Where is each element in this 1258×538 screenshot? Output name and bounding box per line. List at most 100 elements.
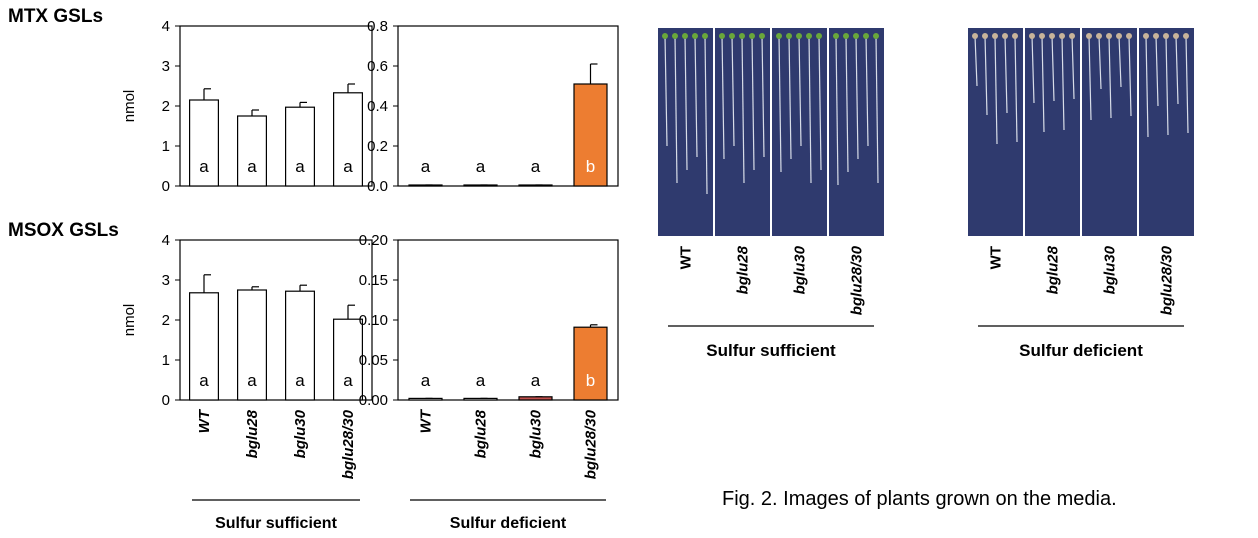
root [1165,35,1169,136]
seedling [1096,33,1102,39]
seedling [729,33,735,39]
significance-letter: a [343,371,353,390]
lane-label: WT [988,246,1005,269]
x-tick-label: WT [196,408,213,433]
bar [463,184,498,187]
root [1071,35,1075,100]
root [835,35,839,186]
seedling [806,33,812,39]
root [994,35,998,145]
bar [237,115,268,187]
root [865,35,869,147]
root [1061,35,1065,131]
seedling [1183,33,1189,39]
y-tick-label: 0.0 [367,178,388,195]
seedling [1086,33,1092,39]
y-tick-label: 2 [162,312,170,329]
bar [463,397,498,401]
significance-letter: b [586,371,595,390]
seedling [982,33,988,39]
seedling [719,33,725,39]
root [1155,35,1159,107]
root [741,35,745,184]
root [1108,35,1112,119]
bar [518,396,553,401]
significance-letter: a [247,371,257,390]
root [751,35,755,171]
root [1128,35,1132,117]
root [761,35,765,158]
bar [333,318,364,401]
lane-label: bglu30 [792,245,809,294]
seedling [833,33,839,39]
chart-title: MTX GSLs [8,6,103,27]
x-tick-label: bglu30 [528,409,545,458]
root [731,35,735,147]
bar [518,184,553,187]
seedling [1126,33,1132,39]
significance-letter: a [343,157,353,176]
bar [285,290,316,401]
significance-letter: b [586,157,595,176]
seedling [1002,33,1008,39]
seedling [1163,33,1169,39]
root [788,35,792,160]
significance-letter: a [476,157,486,176]
y-axis-label: nmol [121,90,138,123]
y-tick-label: 2 [162,98,170,115]
root [845,35,849,173]
root [1145,35,1149,138]
root [798,35,802,147]
seedling [873,33,879,39]
seedling [863,33,869,39]
y-tick-label: 1 [162,138,170,155]
bar [333,92,364,187]
y-tick-label: 0.10 [359,312,388,329]
x-tick-label: bglu30 [292,409,309,458]
seedling [682,33,688,39]
y-tick-label: 0.4 [367,98,388,115]
y-tick-label: 3 [162,58,170,75]
y-tick-label: 0.8 [367,18,388,35]
root [1118,35,1122,88]
seedling [749,33,755,39]
root [1031,35,1035,104]
x-tick-label: bglu28/30 [583,409,600,479]
lane-label: bglu28 [1045,245,1062,294]
root [684,35,688,171]
seedling [1173,33,1179,39]
seedling [739,33,745,39]
seedling [759,33,765,39]
root [721,35,725,160]
y-tick-label: 4 [162,18,170,35]
seedling [1029,33,1035,39]
lane-label: bglu28/30 [849,245,866,315]
bar [408,184,443,187]
root [808,35,812,184]
significance-letter: a [295,157,305,176]
seedling [1106,33,1112,39]
lane-label: bglu30 [1102,245,1119,294]
group-label: Sulfur deficient [1019,341,1143,360]
caption: Fig. 2. Images of plants grown on the me… [722,488,1117,510]
y-tick-label: 0.2 [367,138,388,155]
root [974,35,978,87]
lane-label: bglu28 [735,245,752,294]
bar [237,289,268,401]
x-tick-label: bglu28/30 [340,409,357,479]
y-tick-label: 1 [162,352,170,369]
y-tick-label: 0.15 [359,272,388,289]
seedling [972,33,978,39]
root [694,35,698,158]
root [855,35,859,160]
bar [285,106,316,187]
significance-letter: a [531,157,541,176]
y-tick-label: 0.00 [359,392,388,409]
significance-letter: a [531,371,541,390]
significance-letter: a [247,157,257,176]
root [984,35,988,116]
significance-letter: a [199,157,209,176]
seedling [662,33,668,39]
seedling [702,33,708,39]
bar [573,326,608,401]
